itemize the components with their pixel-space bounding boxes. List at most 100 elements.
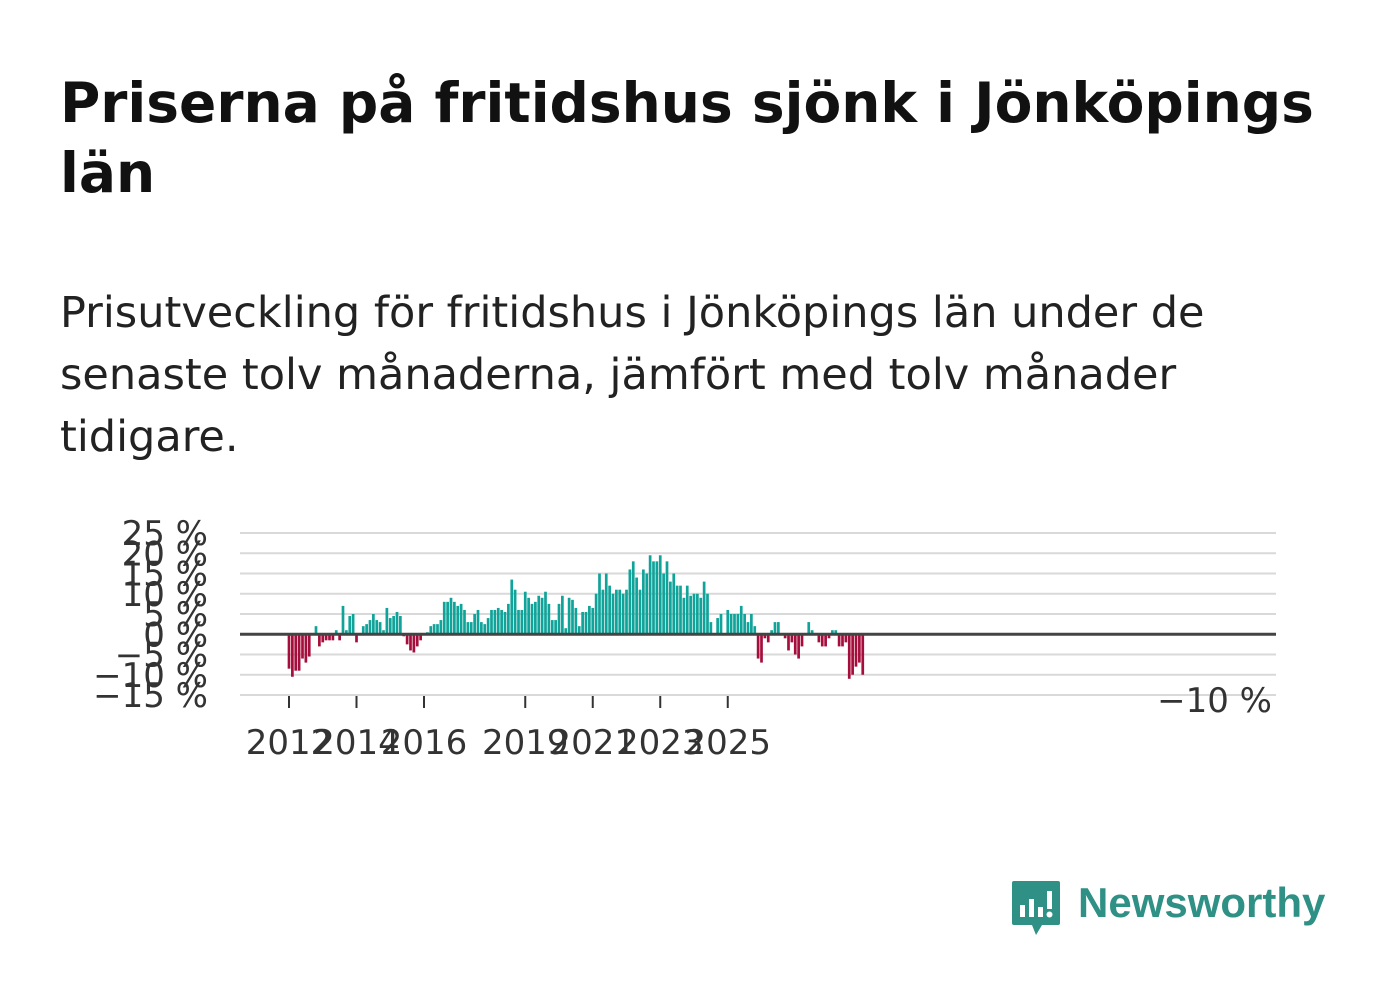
chart-subtitle: Prisutveckling för fritidshus i Jönköpin… xyxy=(60,288,1205,462)
bar xyxy=(699,597,703,635)
bar xyxy=(412,634,416,653)
bar xyxy=(328,634,331,641)
last-value-label: −10 % xyxy=(1157,681,1272,721)
y-tick-label: 15 % xyxy=(122,555,208,595)
bar xyxy=(304,634,308,663)
bar xyxy=(409,634,412,651)
bar xyxy=(432,624,436,635)
bar xyxy=(361,626,365,635)
bar xyxy=(388,618,392,635)
bar xyxy=(341,605,345,635)
bar xyxy=(763,634,767,639)
bar xyxy=(297,634,301,671)
bar xyxy=(395,611,399,635)
bar xyxy=(550,620,554,635)
bar xyxy=(307,634,311,657)
bar xyxy=(419,634,422,641)
bar xyxy=(807,622,811,635)
bar xyxy=(429,626,433,635)
bar xyxy=(706,593,709,635)
bar xyxy=(648,555,652,635)
bar xyxy=(446,601,449,635)
bar xyxy=(594,593,598,635)
bar xyxy=(523,591,527,635)
bar xyxy=(716,618,719,635)
y-tick-label: 25 % xyxy=(122,514,208,554)
bar xyxy=(338,634,341,641)
bar xyxy=(675,585,679,635)
bar xyxy=(658,555,662,635)
bar xyxy=(378,622,382,635)
bar xyxy=(301,634,304,659)
bar xyxy=(709,622,713,635)
bar xyxy=(665,561,669,635)
bar xyxy=(534,601,537,635)
x-tick-label: 2019 xyxy=(482,723,569,763)
brand-logo: Newsworthy xyxy=(1010,877,1330,941)
bar xyxy=(746,622,750,635)
bar xyxy=(318,634,321,647)
bar xyxy=(483,624,487,635)
bar xyxy=(382,630,385,635)
bar xyxy=(415,634,419,647)
bar xyxy=(557,603,561,635)
bar xyxy=(739,605,743,635)
bar xyxy=(851,634,854,675)
y-axis-labels: 25 %20 %15 %10 %5 %0 %−5 %−10 %−15 % xyxy=(93,514,208,716)
bar xyxy=(469,622,473,635)
bar xyxy=(770,630,773,635)
bar xyxy=(331,634,335,641)
bar xyxy=(459,603,463,635)
bar xyxy=(493,609,497,635)
bar xyxy=(476,609,480,635)
bar xyxy=(473,614,476,635)
bar xyxy=(513,589,517,635)
bar xyxy=(598,573,601,635)
bar xyxy=(672,573,676,635)
bar xyxy=(685,585,689,635)
y-tick-label: −15 % xyxy=(93,676,208,716)
bar xyxy=(756,634,760,659)
bar xyxy=(530,603,534,635)
bar xyxy=(405,634,409,645)
chart-title: Priserna på fritidshus sjönk i Jönköping… xyxy=(60,71,1314,205)
bars xyxy=(287,555,865,679)
bar xyxy=(574,607,578,635)
bar xyxy=(652,561,655,635)
x-tick-label: 2016 xyxy=(381,723,468,763)
bar xyxy=(291,634,294,677)
bar xyxy=(854,634,858,667)
bar xyxy=(831,630,834,635)
bar xyxy=(777,622,780,635)
bar xyxy=(719,614,723,635)
bar xyxy=(625,589,628,635)
bar xyxy=(554,620,557,635)
x-tick-label: 2021 xyxy=(549,723,636,763)
bar xyxy=(837,634,841,647)
x-tick-label: 2014 xyxy=(313,723,400,763)
bar xyxy=(766,634,770,643)
bar xyxy=(618,589,622,635)
bar xyxy=(591,607,595,635)
x-tick-label: 2023 xyxy=(617,723,704,763)
bar xyxy=(544,591,547,635)
bar xyxy=(601,589,605,635)
bar xyxy=(861,634,865,675)
bar xyxy=(463,609,466,635)
bar xyxy=(399,616,402,635)
bar xyxy=(520,609,524,635)
bar xyxy=(642,569,645,635)
bar xyxy=(588,605,591,635)
bar xyxy=(348,616,352,635)
bar xyxy=(753,626,757,635)
y-tick-label: 20 % xyxy=(122,534,208,574)
bar xyxy=(584,611,588,635)
bar xyxy=(321,634,325,643)
bar xyxy=(689,595,692,635)
bar xyxy=(611,593,615,635)
bar xyxy=(577,626,581,635)
bar xyxy=(527,597,530,635)
bar xyxy=(480,622,483,635)
bar xyxy=(537,595,541,635)
